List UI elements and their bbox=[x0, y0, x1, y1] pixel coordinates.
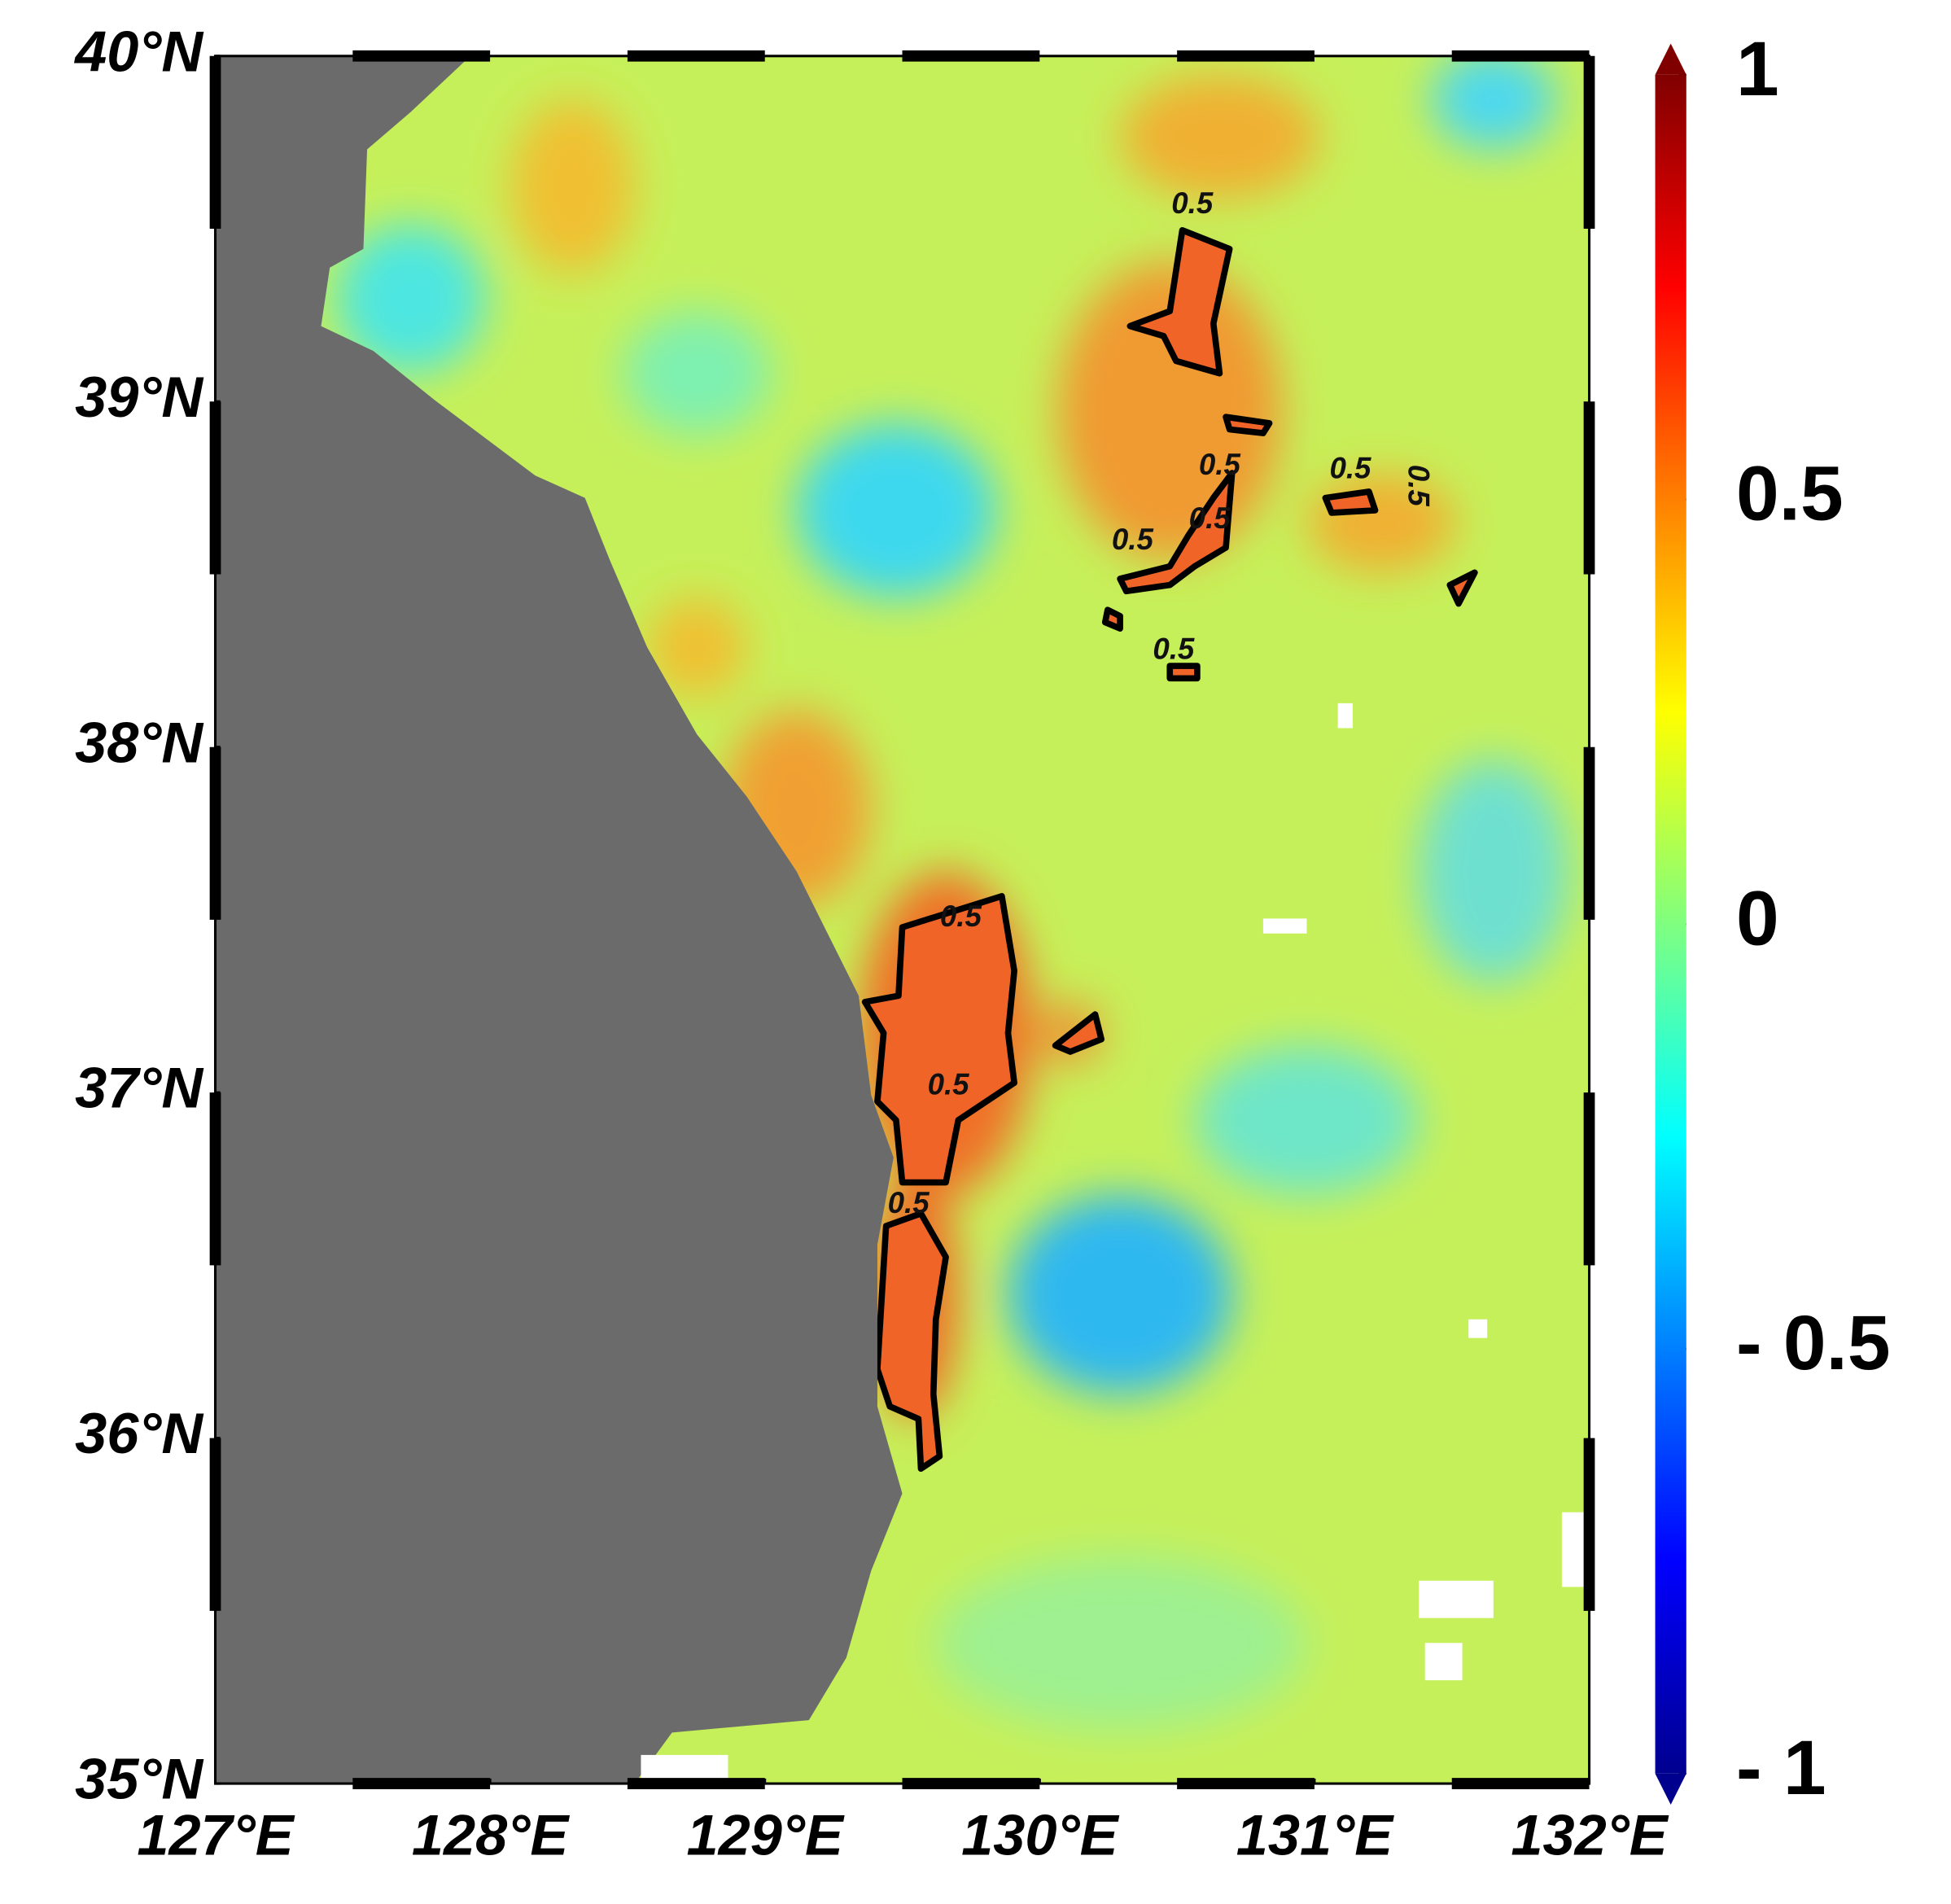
colorbar-tick-label: - 1 bbox=[1736, 1725, 1826, 1811]
lat-tick-label: 37°N bbox=[75, 1056, 203, 1120]
lon-tick-label: 131°E bbox=[1236, 1802, 1394, 1867]
colorbar-tick-label: 1 bbox=[1736, 26, 1779, 112]
contour-label: 0.5 bbox=[1112, 523, 1154, 556]
contour-label: 0.5 bbox=[1329, 452, 1371, 485]
contour-label: 0.5 bbox=[928, 1068, 970, 1101]
lat-tick-label: 38°N bbox=[75, 710, 203, 774]
map-field bbox=[215, 55, 1590, 1784]
contour-label: 0.5 bbox=[1153, 632, 1195, 665]
lon-tick-label: 129°E bbox=[687, 1802, 845, 1867]
lat-tick-label: 40°N bbox=[73, 19, 203, 83]
lat-tick-label: 36°N bbox=[75, 1401, 203, 1465]
lon-tick-label: 132°E bbox=[1511, 1802, 1669, 1867]
contour-label: 0.5 bbox=[1171, 186, 1214, 220]
contour-label: 0.5 bbox=[940, 899, 982, 933]
anomaly-patches bbox=[335, 55, 1568, 1731]
lat-tick-label: 39°N bbox=[75, 365, 203, 429]
contour-lines bbox=[861, 227, 1478, 1473]
colorbar-max-arrow bbox=[1655, 43, 1686, 75]
colorbar-min-arrow bbox=[1655, 1773, 1686, 1806]
lon-tick-label: 130°E bbox=[961, 1802, 1119, 1867]
colorbar-tick-label: - 0.5 bbox=[1736, 1300, 1891, 1386]
colorbar-tick-label: 0 bbox=[1736, 875, 1779, 961]
land bbox=[215, 55, 903, 1784]
colorbar bbox=[1655, 74, 1686, 1774]
colorbar-tick-label: 0.5 bbox=[1736, 451, 1844, 537]
lon-tick-label: 127°E bbox=[137, 1802, 295, 1867]
contour-label: 0.5 bbox=[1402, 465, 1435, 507]
lat-tick-label: 35°N bbox=[75, 1747, 203, 1811]
contour-label: 0.5 bbox=[888, 1186, 930, 1219]
frame-ticks bbox=[209, 50, 1595, 1789]
lon-tick-label: 128°E bbox=[412, 1802, 570, 1867]
contour-label: 0.5 bbox=[1189, 501, 1231, 535]
contour-label: 0.5 bbox=[1199, 448, 1241, 481]
